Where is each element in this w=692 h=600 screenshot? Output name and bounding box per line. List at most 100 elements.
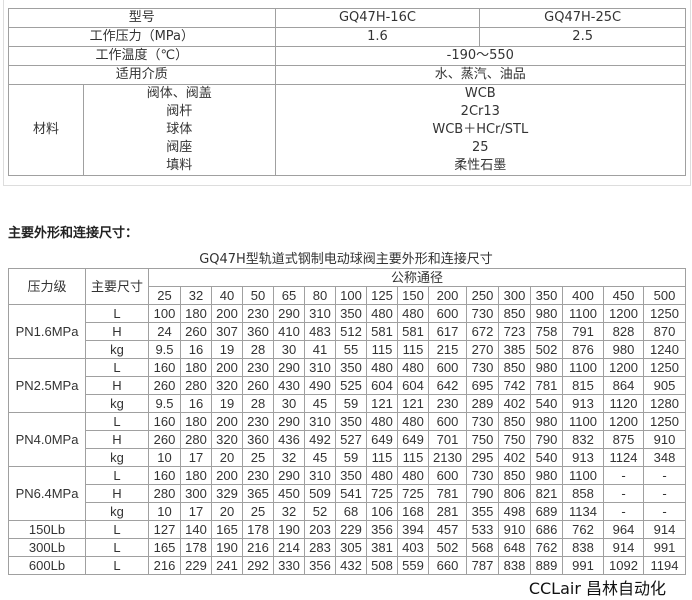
table-row: kg 9.5 16 19 28 30 45 59 121 121 230 289 402 540 913 11… — [9, 394, 687, 413]
dimension-value: 180 — [180, 358, 212, 377]
dimension-value: 649 — [397, 430, 429, 449]
dimension-value: 19 — [211, 394, 243, 413]
table-row: 600Lb L 216 229 241 292 330 356 432 508 559 660 787 8… — [8, 556, 687, 575]
dimension-type: L — [85, 556, 149, 575]
dimension-value: 758 — [530, 322, 563, 341]
dimension-value: 214 — [273, 538, 305, 557]
dimension-value: 910 — [642, 430, 687, 449]
dimension-value: 581 — [397, 322, 429, 341]
dimension-value: 25 — [242, 448, 274, 467]
dimension-value: 280 — [180, 376, 212, 395]
dimension-value: 190 — [273, 520, 305, 539]
dimension-value: 991 — [562, 556, 604, 575]
dimension-value: 292 — [242, 556, 274, 575]
dimension-value: 980 — [530, 466, 563, 485]
dimension-value: 870 — [642, 322, 687, 341]
dimension-type: kg — [85, 394, 149, 413]
dimension-value: 480 — [397, 304, 429, 323]
dimension-value: 533 — [466, 520, 499, 539]
size-row: 25 32 40 50 65 80 100 125 150 200 250 300 350 400 450 5… — [9, 286, 687, 305]
dimension-value: 701 — [428, 430, 467, 449]
dimension-value: 165 — [211, 520, 243, 539]
dimension-value: 858 — [562, 484, 604, 503]
dimension-type: L — [85, 304, 149, 323]
dimension-value: 791 — [562, 322, 604, 341]
dimension-value: 672 — [466, 322, 499, 341]
dimension-value: 178 — [180, 538, 212, 557]
dimension-value: 480 — [366, 466, 398, 485]
dimension-value: 649 — [366, 430, 398, 449]
dimension-value: 229 — [180, 556, 212, 575]
dimension-value: 1092 — [603, 556, 644, 575]
dimension-value: 230 — [242, 358, 274, 377]
dimension-value: 402 — [498, 394, 531, 413]
dimension-value: 310 — [304, 466, 336, 485]
dimension-value: 100 — [148, 304, 181, 323]
dimension-type: L — [85, 466, 149, 485]
table-row: 阀杆 2Cr13 — [9, 103, 687, 121]
table-row: PN2.5MPa L 160 180 200 230 290 310 350 480 480 600 7… — [8, 358, 687, 413]
dimension-value: 600 — [428, 304, 467, 323]
table-row: 150Lb L 127 140 165 178 190 203 229 356 394 457 533 9… — [8, 520, 687, 539]
size-header: 500 — [642, 286, 687, 305]
dimension-value: 980 — [530, 304, 563, 323]
dimension-type: kg — [85, 448, 149, 467]
dimension-value: 604 — [366, 376, 398, 395]
dimension-value: 600 — [428, 412, 467, 431]
dimension-value: 28 — [242, 340, 274, 359]
dimension-value: 604 — [397, 376, 429, 395]
dimension-value: 450 — [273, 484, 305, 503]
dimension-value: 350 — [335, 304, 367, 323]
table-row: 工作压力（MPa） 1.6 2.5 — [8, 27, 686, 47]
dimension-value: 512 — [335, 322, 367, 341]
dimension-value: 356 — [366, 520, 398, 539]
table-row: 阀座 25 — [9, 139, 687, 157]
dimension-value: 502 — [428, 538, 467, 557]
dimension-value: 1100 — [562, 304, 604, 323]
dimension-value: 502 — [530, 340, 563, 359]
size-header: 350 — [530, 286, 563, 305]
dimension-value: 1100 — [562, 466, 604, 485]
dimension-value: 140 — [180, 520, 212, 539]
dimension-value: 1240 — [642, 340, 687, 359]
dimension-value: 980 — [530, 358, 563, 377]
dimension-value: 180 — [180, 466, 212, 485]
dimension-value: 581 — [366, 322, 398, 341]
dimension-value: 270 — [466, 340, 499, 359]
dimension-value: 1124 — [603, 448, 644, 467]
size-header: 40 — [211, 286, 243, 305]
dimension-value: 742 — [498, 376, 531, 395]
pressure-class: PN6.4MPa — [8, 466, 86, 521]
dimension-value: 350 — [335, 466, 367, 485]
dimension-type: H — [85, 484, 149, 503]
dimension-value: 600 — [428, 358, 467, 377]
dimension-value: 59 — [335, 448, 367, 467]
dimension-value: 480 — [366, 304, 398, 323]
dimension-value: 568 — [466, 538, 499, 557]
dimension-header: 主要尺寸 — [85, 268, 149, 305]
medium-label: 适用介质 — [8, 65, 276, 85]
dimension-value: 32 — [273, 502, 305, 521]
dimension-value: 913 — [562, 448, 604, 467]
dimension-value: 30 — [273, 340, 305, 359]
table-row: H 280 300 329 365 450 509 541 725 725 781 790 806 821… — [9, 484, 687, 503]
dimension-value: 289 — [466, 394, 499, 413]
dimension-value: 436 — [273, 430, 305, 449]
pressure-class-header: 压力级 — [8, 268, 86, 305]
dimension-value: 540 — [530, 448, 563, 467]
dimension-value: 806 — [498, 484, 531, 503]
dimension-value: 381 — [366, 538, 398, 557]
dimension-value: 115 — [397, 340, 429, 359]
material-part: 球体 — [82, 121, 276, 139]
dimension-value: 832 — [562, 430, 604, 449]
dimension-value: 617 — [428, 322, 467, 341]
material-value: WCB＋HCr/STL — [274, 121, 687, 139]
dimension-value: 16 — [180, 394, 212, 413]
dimension-value: 59 — [335, 394, 367, 413]
dimension-value: 203 — [304, 520, 336, 539]
nominal-diameter-header: 公称通径 — [147, 268, 687, 287]
dimension-value: 160 — [148, 466, 181, 485]
dimension-value: 115 — [397, 448, 429, 467]
dimension-value: 689 — [530, 502, 563, 521]
material-value: 25 — [274, 139, 687, 157]
